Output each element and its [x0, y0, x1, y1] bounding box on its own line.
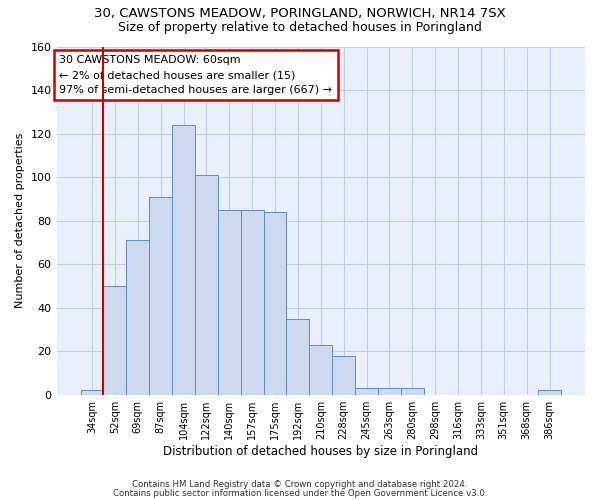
Bar	[80, 390, 103, 394]
Bar	[401, 388, 424, 394]
Y-axis label: Number of detached properties: Number of detached properties	[15, 133, 25, 308]
Bar	[218, 210, 241, 394]
X-axis label: Distribution of detached houses by size in Poringland: Distribution of detached houses by size …	[163, 444, 478, 458]
Bar	[195, 175, 218, 394]
Bar	[332, 356, 355, 395]
Text: Contains HM Land Registry data © Crown copyright and database right 2024.: Contains HM Land Registry data © Crown c…	[132, 480, 468, 489]
Text: 30 CAWSTONS MEADOW: 60sqm
← 2% of detached houses are smaller (15)
97% of semi-d: 30 CAWSTONS MEADOW: 60sqm ← 2% of detach…	[59, 55, 332, 95]
Bar	[310, 344, 332, 395]
Bar	[538, 390, 561, 394]
Text: Size of property relative to detached houses in Poringland: Size of property relative to detached ho…	[118, 21, 482, 34]
Bar	[355, 388, 378, 394]
Bar	[241, 210, 263, 394]
Bar	[172, 125, 195, 394]
Bar	[127, 240, 149, 394]
Bar	[149, 196, 172, 394]
Bar	[378, 388, 401, 394]
Bar	[286, 318, 310, 394]
Text: 30, CAWSTONS MEADOW, PORINGLAND, NORWICH, NR14 7SX: 30, CAWSTONS MEADOW, PORINGLAND, NORWICH…	[94, 8, 506, 20]
Text: Contains public sector information licensed under the Open Government Licence v3: Contains public sector information licen…	[113, 488, 487, 498]
Bar	[263, 212, 286, 394]
Bar	[103, 286, 127, 395]
